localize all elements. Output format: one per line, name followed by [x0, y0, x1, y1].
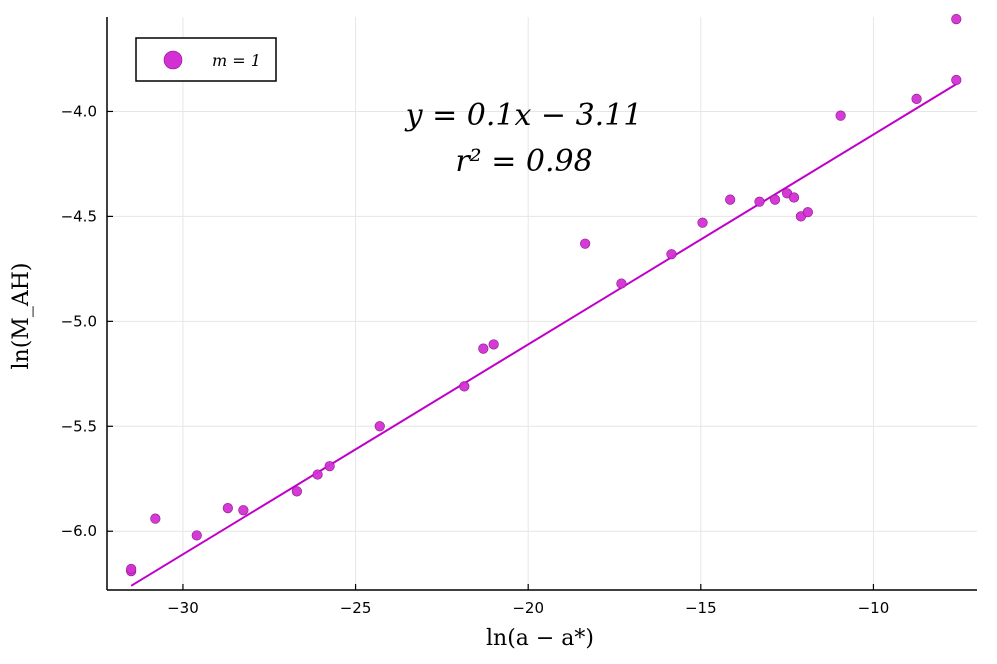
data-point — [374, 421, 385, 432]
data-points — [126, 13, 962, 577]
legend-marker — [163, 50, 183, 70]
y-tick-label: −6.0 — [61, 522, 97, 540]
y-tick-label: −4.0 — [61, 102, 97, 120]
x-tick-label: −10 — [858, 599, 890, 617]
data-point — [616, 278, 627, 289]
legend: m = 1 — [135, 37, 277, 82]
data-point — [238, 505, 249, 516]
data-point — [802, 207, 813, 218]
data-point — [324, 461, 335, 472]
axes — [106, 17, 977, 591]
grid — [107, 17, 977, 590]
fit-equation-annotation: y = 0.1x − 3.11 — [404, 98, 643, 133]
x-tick-label: −20 — [512, 599, 544, 617]
data-point — [488, 339, 499, 350]
data-point — [580, 238, 591, 249]
data-point — [725, 194, 736, 205]
x-tick-label: −15 — [685, 599, 717, 617]
data-point — [788, 192, 800, 203]
data-point — [312, 469, 323, 480]
data-point — [951, 13, 962, 25]
data-point — [769, 194, 781, 205]
data-point — [754, 196, 765, 207]
legend-label: m = 1 — [212, 51, 261, 70]
fit-line — [130, 83, 957, 587]
data-point — [191, 530, 202, 541]
data-point — [459, 381, 470, 392]
y-tick-label: −5.5 — [61, 417, 97, 435]
data-point — [911, 93, 922, 104]
data-point — [478, 343, 489, 354]
y-axis-ticks: −6.0 −5.5 −5.0 −4.5 −4.0 — [61, 102, 113, 540]
y-tick-label: −5.0 — [61, 312, 97, 330]
data-point — [951, 74, 962, 86]
data-point — [150, 513, 161, 524]
x-axis-ticks: −30 −25 −20 −15 −10 — [167, 584, 889, 617]
data-point — [666, 249, 677, 260]
x-tick-label: −30 — [167, 599, 199, 617]
data-point — [835, 110, 846, 121]
y-axis-label: ln(M_AH) — [9, 263, 34, 370]
y-tick-label: −4.5 — [61, 207, 97, 225]
r-squared-annotation: r² = 0.98 — [455, 144, 592, 179]
legend-box — [135, 37, 277, 82]
x-tick-label: −25 — [340, 599, 372, 617]
x-axis-label: ln(a − a*) — [486, 626, 594, 651]
data-point — [697, 217, 708, 228]
data-point — [222, 503, 233, 514]
data-point — [126, 563, 137, 575]
data-point — [291, 486, 302, 497]
